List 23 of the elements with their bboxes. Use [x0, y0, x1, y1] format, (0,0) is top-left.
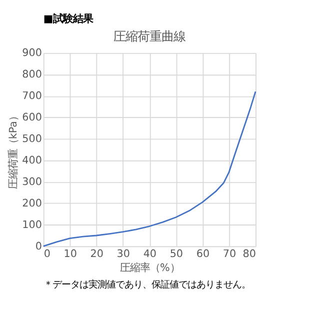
- y-axis-title: 圧縮荷重（kPa）: [8, 110, 20, 190]
- chart-title: 圧縮荷重曲線: [113, 30, 186, 44]
- x-tick-label: 70: [222, 248, 236, 260]
- x-tick-label: 50: [170, 248, 184, 260]
- y-tick-label: 100: [22, 219, 42, 232]
- x-tick-label: 0: [44, 248, 50, 260]
- y-tick-label: 900: [22, 47, 42, 60]
- x-tick-label: 30: [116, 248, 130, 260]
- y-tick-label: 600: [22, 112, 42, 124]
- y-tick-label: 800: [22, 68, 42, 81]
- x-tick-label: 60: [196, 248, 210, 260]
- y-tick-label: 400: [22, 154, 42, 167]
- text: ■試験結果: [43, 12, 94, 25]
- text: ＊データは実測値であり、保証値ではありません。: [43, 280, 250, 291]
- y-tick-label: 700: [22, 90, 42, 102]
- y-tick-label: 500: [22, 133, 42, 146]
- x-axis-title: 圧縮率（%）: [120, 262, 180, 274]
- x-tick-label: 80: [242, 248, 256, 260]
- x-tick-label: 10: [64, 248, 77, 260]
- y-tick-label: 300: [22, 176, 42, 188]
- y-tick-label: 200: [22, 198, 42, 210]
- x-tick-label: 40: [143, 248, 157, 260]
- x-tick-label: 20: [90, 248, 104, 260]
